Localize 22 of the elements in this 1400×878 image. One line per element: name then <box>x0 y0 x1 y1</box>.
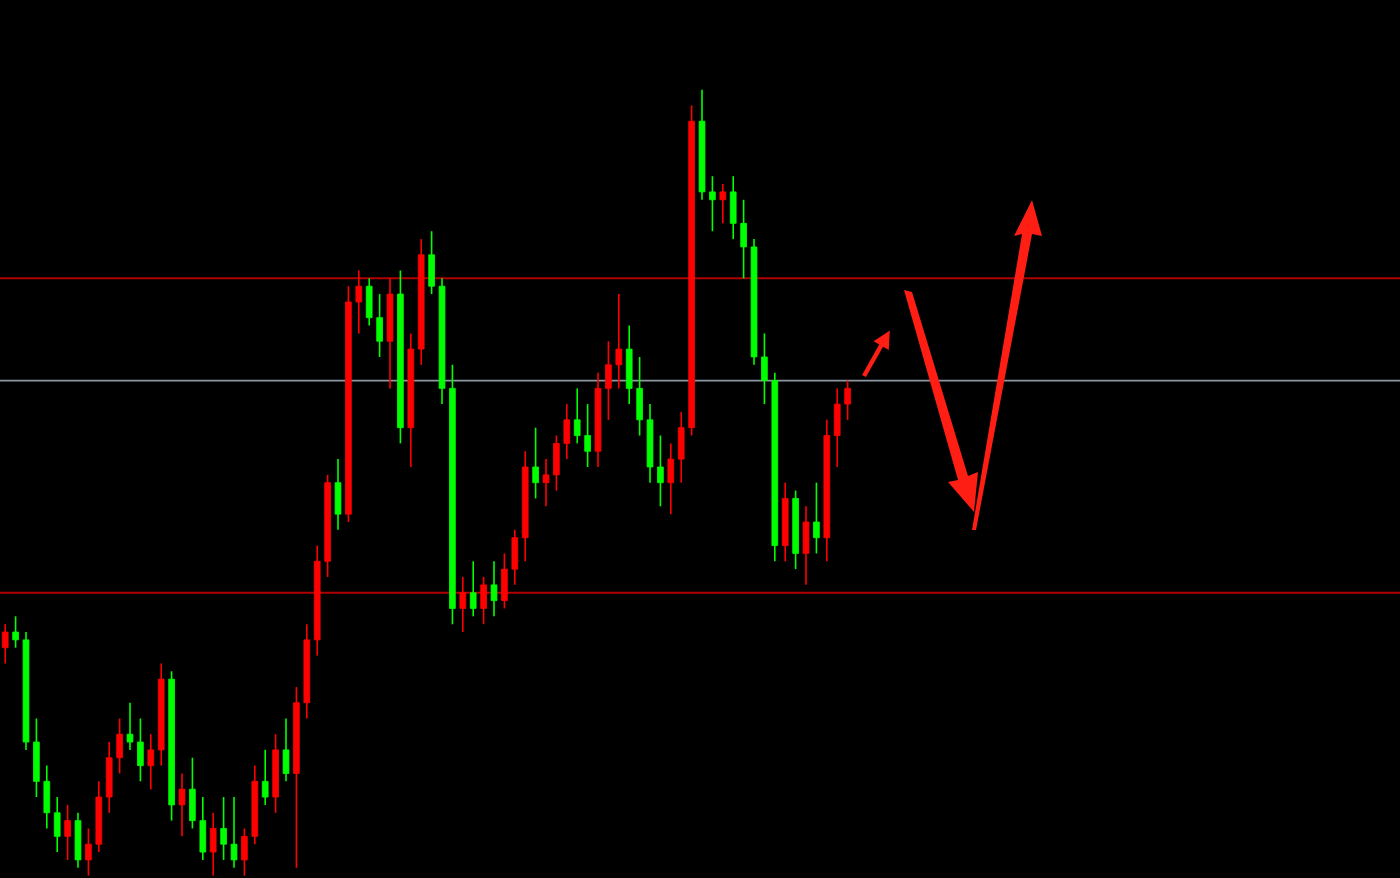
candlestick <box>282 717 290 783</box>
candlestick <box>719 183 727 225</box>
candlestick <box>386 277 394 390</box>
candlestick <box>667 442 675 515</box>
candlestick <box>272 733 279 814</box>
candlestick <box>469 560 477 618</box>
candlestick <box>1 623 9 665</box>
candlestick <box>334 458 342 531</box>
candlestick <box>261 749 269 806</box>
candlestick <box>178 772 186 838</box>
candlestick <box>209 811 217 877</box>
candlestick <box>74 811 82 869</box>
candlestick <box>532 426 539 500</box>
candlestick <box>53 796 61 853</box>
candlestick <box>490 560 498 618</box>
candlestick <box>480 576 487 625</box>
candlestick <box>813 481 820 555</box>
candlestick <box>802 505 810 586</box>
candlestick <box>64 804 71 861</box>
candlestick <box>781 481 789 563</box>
candlestick <box>147 733 155 790</box>
candlestick <box>459 576 467 633</box>
